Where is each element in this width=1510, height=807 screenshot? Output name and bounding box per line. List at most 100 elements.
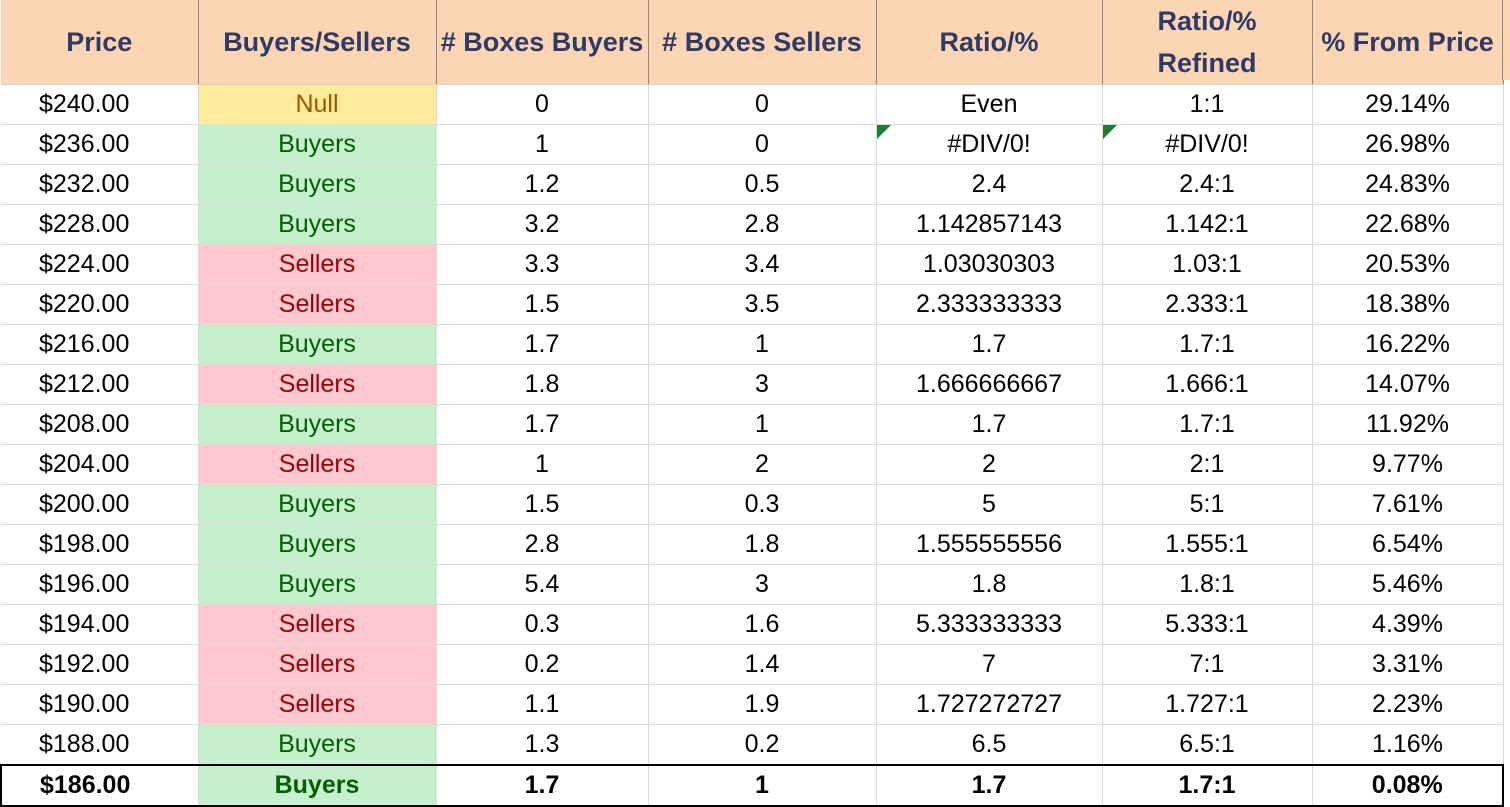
from-price-cell[interactable]: 18.38% xyxy=(1312,284,1504,325)
boxes-buyers-cell[interactable]: 1.3 xyxy=(436,724,649,766)
ratio-refined-cell[interactable]: 7:1 xyxy=(1102,644,1313,685)
ratio-refined-cell[interactable]: 2:1 xyxy=(1102,444,1313,485)
side-cell[interactable]: Sellers xyxy=(198,444,437,485)
side-cell[interactable]: Buyers xyxy=(198,484,437,525)
ratio-cell[interactable]: 2.4 xyxy=(876,164,1103,205)
price-cell[interactable]: $200.00 xyxy=(1,484,199,525)
price-cell[interactable]: $232.00 xyxy=(1,164,199,205)
ratio-refined-cell[interactable]: 1.555:1 xyxy=(1102,524,1313,565)
from-price-cell[interactable]: 1.16% xyxy=(1312,724,1504,766)
ratio-cell[interactable]: 7 xyxy=(876,644,1103,685)
boxes-buyers-cell[interactable]: 1.7 xyxy=(436,764,649,807)
side-cell[interactable]: Sellers xyxy=(198,604,437,645)
boxes-buyers-cell[interactable]: 1.2 xyxy=(436,164,649,205)
ratio-cell[interactable]: 6.5 xyxy=(876,724,1103,766)
ratio-cell[interactable]: 1.8 xyxy=(876,564,1103,605)
from-price-cell[interactable]: 16.22% xyxy=(1312,324,1504,365)
price-cell[interactable]: $212.00 xyxy=(1,364,199,405)
side-cell[interactable]: Sellers xyxy=(198,364,437,405)
boxes-buyers-cell[interactable]: 3.2 xyxy=(436,204,649,245)
boxes-buyers-cell[interactable]: 1 xyxy=(436,124,649,165)
from-price-cell[interactable]: 20.53% xyxy=(1312,244,1504,285)
ratio-refined-cell[interactable]: 1.03:1 xyxy=(1102,244,1313,285)
ratio-refined-cell[interactable]: 2.4:1 xyxy=(1102,164,1313,205)
boxes-buyers-cell[interactable]: 1.7 xyxy=(436,324,649,365)
side-cell[interactable]: Buyers xyxy=(198,564,437,605)
side-cell[interactable]: Sellers xyxy=(198,684,437,725)
price-cell[interactable]: $224.00 xyxy=(1,244,199,285)
ratio-refined-cell[interactable]: #DIV/0! xyxy=(1102,124,1313,165)
ratio-refined-cell[interactable]: 1.666:1 xyxy=(1102,364,1313,405)
boxes-buyers-cell[interactable]: 0.3 xyxy=(436,604,649,645)
header-buyers-sellers[interactable]: Buyers/Sellers xyxy=(198,0,437,85)
boxes-sellers-cell[interactable]: 3 xyxy=(648,564,877,605)
side-cell[interactable]: Buyers xyxy=(198,204,437,245)
side-cell[interactable]: Null xyxy=(198,84,437,125)
boxes-sellers-cell[interactable]: 2 xyxy=(648,444,877,485)
price-cell[interactable]: $204.00 xyxy=(1,444,199,485)
price-cell[interactable]: $190.00 xyxy=(1,684,199,725)
boxes-buyers-cell[interactable]: 3.3 xyxy=(436,244,649,285)
price-cell[interactable]: $196.00 xyxy=(1,564,199,605)
boxes-sellers-cell[interactable]: 0 xyxy=(648,124,877,165)
ratio-cell[interactable]: 2.333333333 xyxy=(876,284,1103,325)
from-price-cell[interactable]: 26.98% xyxy=(1312,124,1504,165)
from-price-cell[interactable]: 11.92% xyxy=(1312,404,1504,445)
boxes-buyers-cell[interactable]: 1.1 xyxy=(436,684,649,725)
from-price-cell[interactable]: 0.08% xyxy=(1312,764,1504,807)
price-cell[interactable]: $220.00 xyxy=(1,284,199,325)
ratio-cell[interactable]: 1.666666667 xyxy=(876,364,1103,405)
price-cell[interactable]: $192.00 xyxy=(1,644,199,685)
boxes-sellers-cell[interactable]: 1.9 xyxy=(648,684,877,725)
price-cell[interactable]: $208.00 xyxy=(1,404,199,445)
from-price-cell[interactable]: 6.54% xyxy=(1312,524,1504,565)
side-cell[interactable]: Buyers xyxy=(198,324,437,365)
boxes-sellers-cell[interactable]: 0.5 xyxy=(648,164,877,205)
boxes-buyers-cell[interactable]: 1.8 xyxy=(436,364,649,405)
price-cell[interactable]: $228.00 xyxy=(1,204,199,245)
side-cell[interactable]: Buyers xyxy=(198,524,437,565)
boxes-sellers-cell[interactable]: 1.4 xyxy=(648,644,877,685)
ratio-cell[interactable]: 1.7 xyxy=(876,764,1103,807)
boxes-sellers-cell[interactable]: 3.5 xyxy=(648,284,877,325)
ratio-refined-cell[interactable]: 1.7:1 xyxy=(1102,324,1313,365)
boxes-sellers-cell[interactable]: 0.2 xyxy=(648,724,877,766)
ratio-refined-cell[interactable]: 1.7:1 xyxy=(1102,404,1313,445)
ratio-cell[interactable]: 1.7 xyxy=(876,404,1103,445)
ratio-refined-cell[interactable]: 1.727:1 xyxy=(1102,684,1313,725)
side-cell[interactable]: Sellers xyxy=(198,244,437,285)
boxes-sellers-cell[interactable]: 3.4 xyxy=(648,244,877,285)
boxes-sellers-cell[interactable]: 1 xyxy=(648,324,877,365)
price-cell[interactable]: $240.00 xyxy=(1,84,199,125)
ratio-cell[interactable]: 1.142857143 xyxy=(876,204,1103,245)
ratio-refined-cell[interactable]: 5:1 xyxy=(1102,484,1313,525)
boxes-sellers-cell[interactable]: 0.3 xyxy=(648,484,877,525)
ratio-refined-cell[interactable]: 1.142:1 xyxy=(1102,204,1313,245)
ratio-cell[interactable]: Even xyxy=(876,84,1103,125)
price-cell[interactable]: $198.00 xyxy=(1,524,199,565)
from-price-cell[interactable]: 14.07% xyxy=(1312,364,1504,405)
boxes-sellers-cell[interactable]: 0 xyxy=(648,84,877,125)
boxes-sellers-cell[interactable]: 1 xyxy=(648,764,877,807)
from-price-cell[interactable]: 29.14% xyxy=(1312,84,1504,125)
boxes-buyers-cell[interactable]: 1 xyxy=(436,444,649,485)
side-cell[interactable]: Buyers xyxy=(198,764,437,807)
boxes-sellers-cell[interactable]: 1.6 xyxy=(648,604,877,645)
ratio-cell[interactable]: 2 xyxy=(876,444,1103,485)
from-price-cell[interactable]: 5.46% xyxy=(1312,564,1504,605)
ratio-refined-cell[interactable]: 1:1 xyxy=(1102,84,1313,125)
boxes-sellers-cell[interactable]: 3 xyxy=(648,364,877,405)
ratio-refined-cell[interactable]: 2.333:1 xyxy=(1102,284,1313,325)
ratio-cell[interactable]: 1.7 xyxy=(876,324,1103,365)
side-cell[interactable]: Buyers xyxy=(198,404,437,445)
side-cell[interactable]: Sellers xyxy=(198,284,437,325)
price-cell[interactable]: $236.00 xyxy=(1,124,199,165)
boxes-buyers-cell[interactable]: 2.8 xyxy=(436,524,649,565)
ratio-cell[interactable]: 1.03030303 xyxy=(876,244,1103,285)
boxes-buyers-cell[interactable]: 5.4 xyxy=(436,564,649,605)
header-price[interactable]: Price xyxy=(1,0,199,85)
boxes-buyers-cell[interactable]: 1.5 xyxy=(436,284,649,325)
boxes-buyers-cell[interactable]: 1.7 xyxy=(436,404,649,445)
boxes-sellers-cell[interactable]: 2.8 xyxy=(648,204,877,245)
header-ratio-refined[interactable]: Ratio/% Refined xyxy=(1102,0,1313,85)
